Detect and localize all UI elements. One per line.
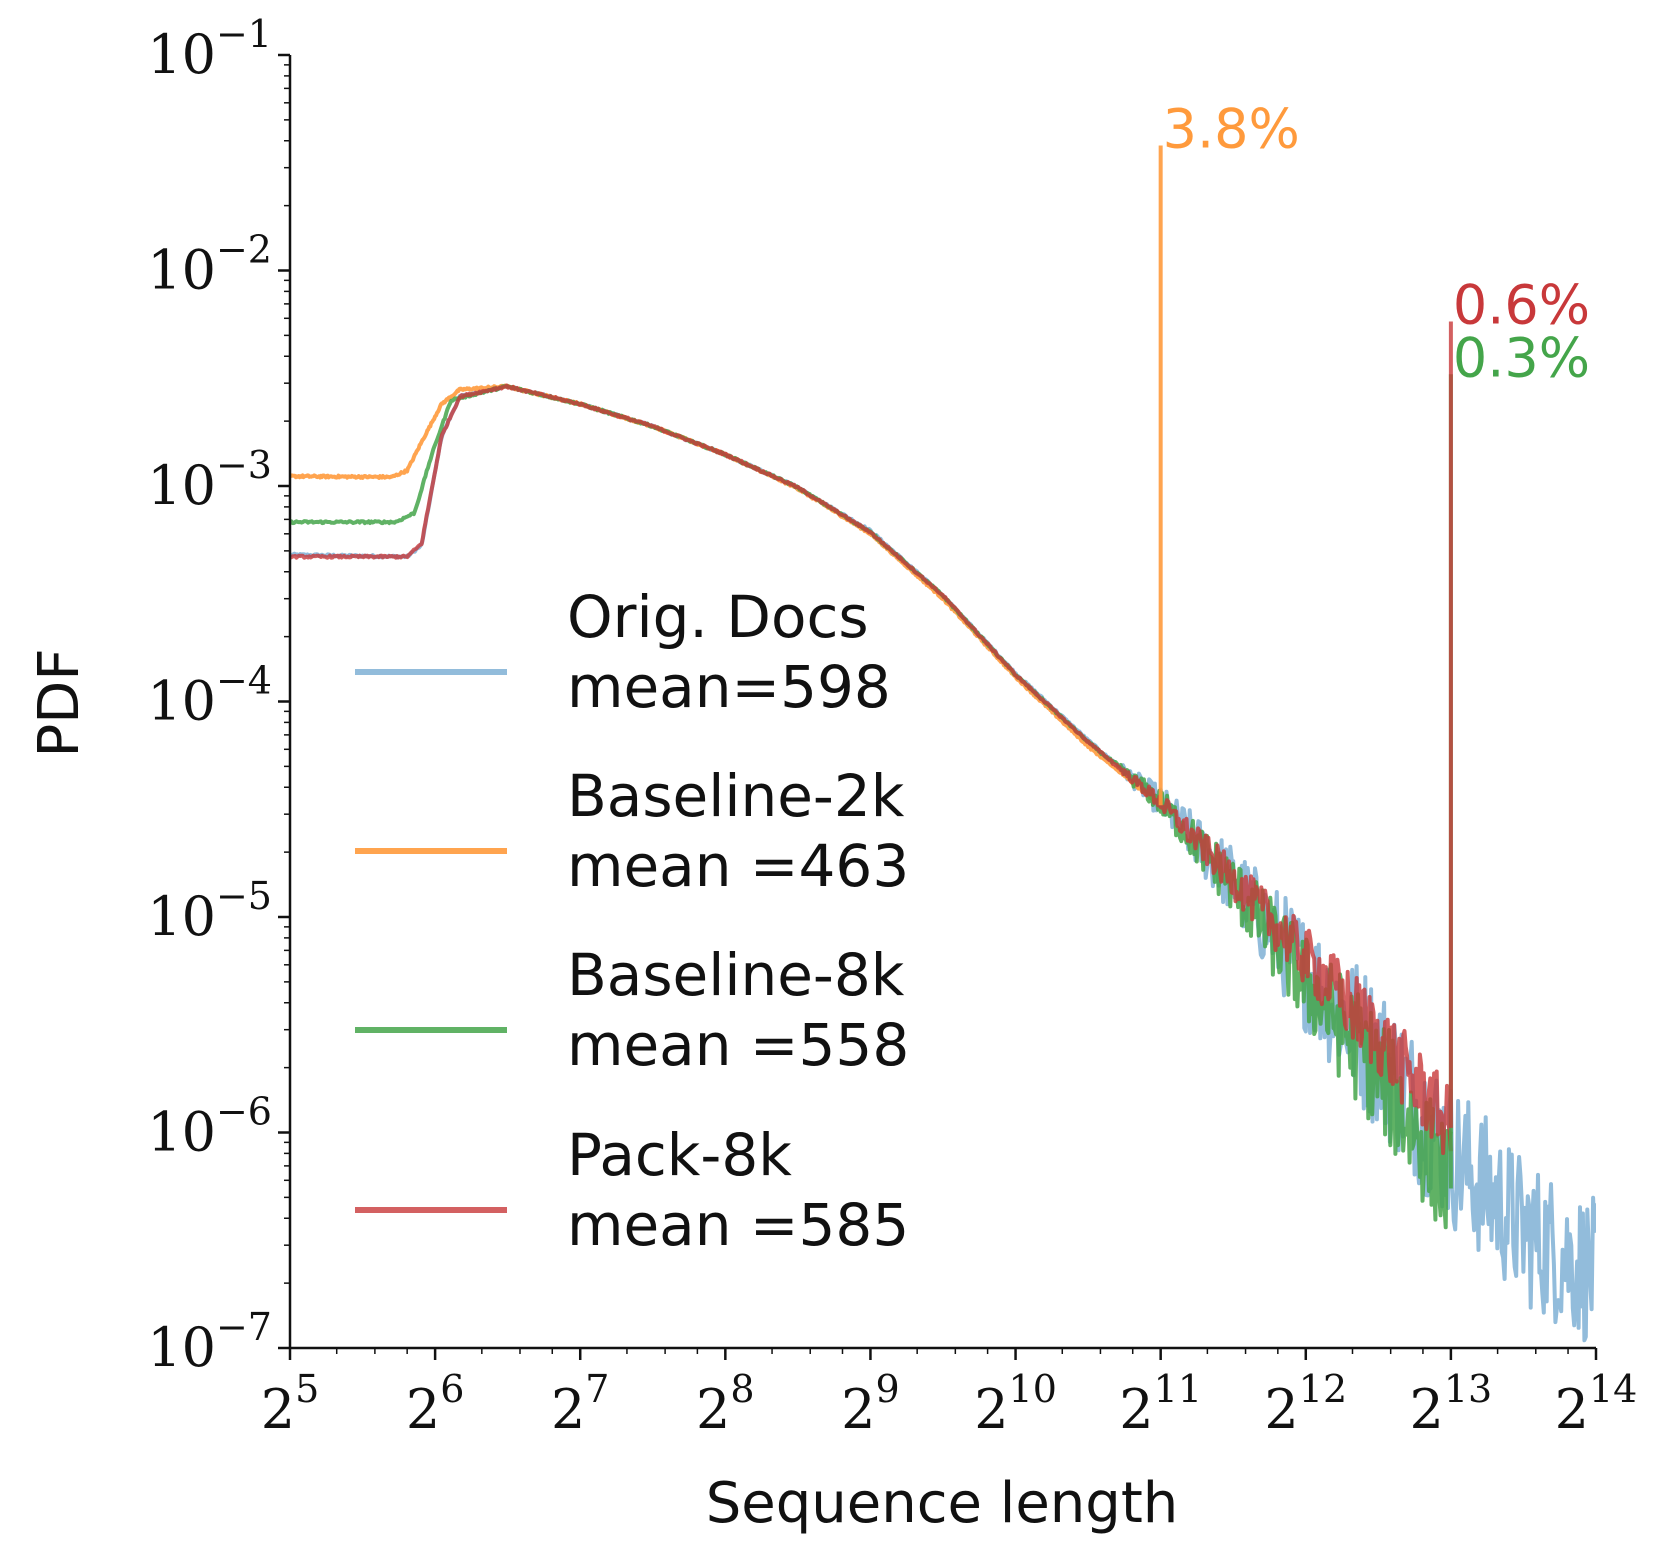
x-tick-label: 211: [1119, 1367, 1202, 1441]
x-tick-label: 212: [1264, 1367, 1347, 1441]
legend-mean-label: mean =463: [567, 832, 909, 900]
x-tick-label: 210: [974, 1367, 1057, 1441]
legend-label: Baseline-2k: [567, 762, 905, 830]
legend-mean-label: mean =585: [567, 1191, 909, 1259]
spike-layer: 3.8% 0.3%0.6%: [1158, 98, 1590, 1189]
legend-mean-label: mean =558: [567, 1011, 909, 1079]
x-tick-label: 26: [406, 1367, 465, 1441]
y-tick-label: 10−3: [147, 443, 272, 517]
x-tick-label: 25: [261, 1367, 320, 1441]
x-tick-label: 213: [1410, 1367, 1493, 1441]
spike-label: 3.8%: [1163, 98, 1300, 161]
y-tick-label: 10−6: [147, 1090, 272, 1164]
spike-label: 0.3%: [1453, 326, 1590, 389]
legend-mean-label: mean=598: [567, 653, 891, 721]
y-tick-label: 10−4: [147, 659, 272, 733]
spike-label: 0.6%: [1453, 273, 1590, 336]
y-tick-label: 10−5: [147, 874, 272, 948]
series-line-pack-8k: [290, 383, 1453, 1155]
legend-label: Orig. Docs: [567, 583, 869, 651]
x-tick-label: 29: [841, 1367, 900, 1441]
series-line-orig-docs: [290, 383, 1596, 1343]
y-tick-label: 10−7: [147, 1305, 272, 1379]
series-layer: [290, 383, 1596, 1343]
y-tick-label: 10−2: [147, 228, 272, 302]
legend-label: Pack-8k: [567, 1121, 792, 1189]
x-tick-label: 28: [696, 1367, 755, 1441]
axes: 25 26 27 28 29 210 211 212 213 214 10−7 10−6 10−5 10−…: [147, 12, 1637, 1441]
y-axis-label: PDF: [27, 648, 92, 757]
x-tick-label: 27: [551, 1367, 610, 1441]
x-axis-label: Sequence length: [706, 1471, 1179, 1536]
y-tick-label: 10−1: [147, 12, 272, 86]
legend-label: Baseline-8k: [567, 941, 905, 1009]
x-tick-label: 214: [1555, 1367, 1638, 1441]
